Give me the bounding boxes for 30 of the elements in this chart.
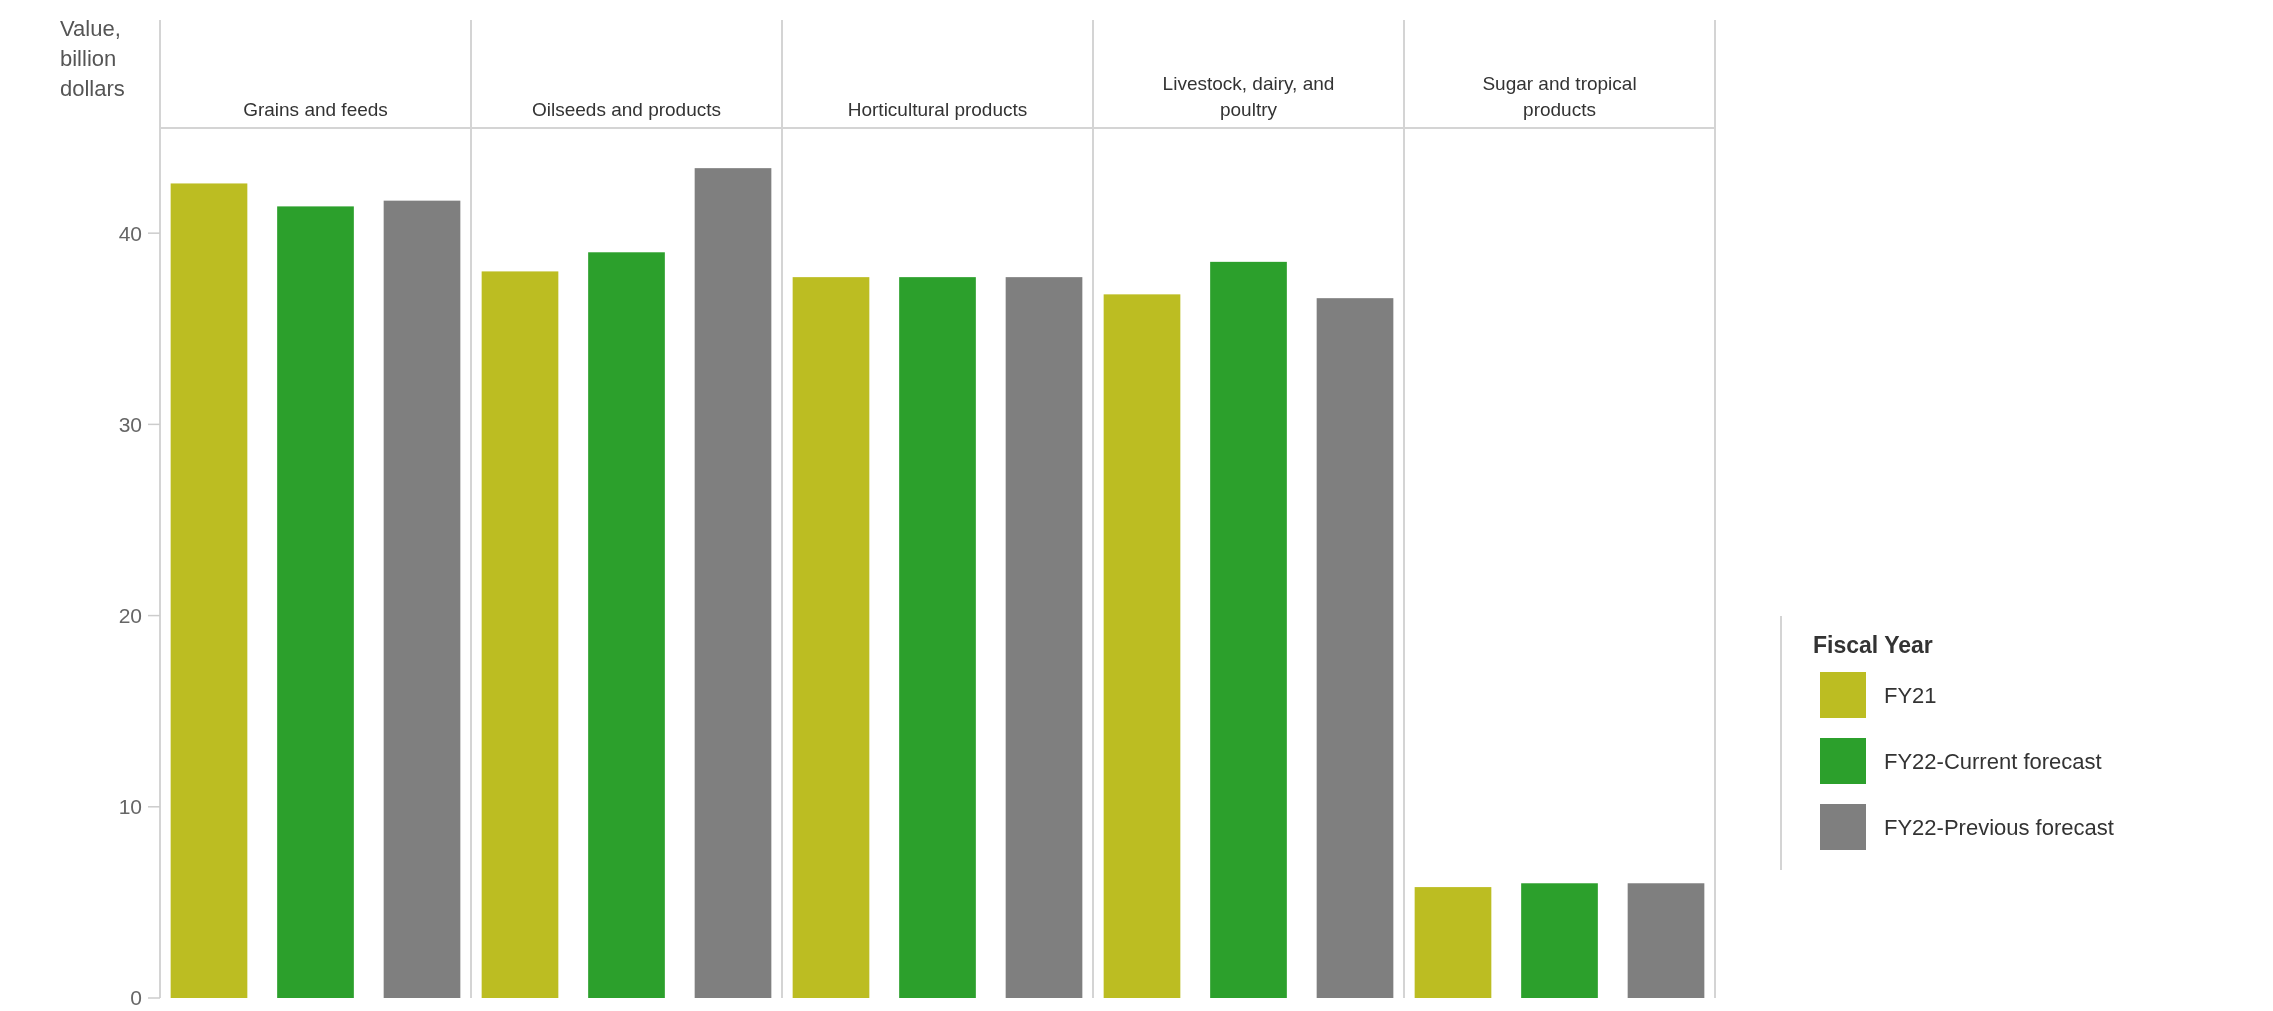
y-tick-label: 20	[118, 603, 142, 627]
bar	[170, 183, 248, 998]
bar	[588, 252, 665, 998]
bar	[1103, 294, 1181, 998]
y-axis-title: Value, billion dollars	[60, 16, 125, 101]
x-tick-label: Sugar and tropical products	[1482, 73, 1637, 120]
y-tick-label: 40	[118, 221, 142, 245]
bar	[694, 168, 772, 998]
y-tick-label: 0	[130, 986, 142, 1010]
bar	[1414, 887, 1492, 998]
bar	[792, 277, 870, 998]
bar	[1210, 261, 1287, 998]
bar	[481, 271, 559, 998]
legend-label: FY22-Previous forecast	[1884, 814, 2114, 840]
x-tick-label: Horticultural products	[847, 99, 1028, 120]
bar	[1521, 883, 1598, 998]
legend-title: Fiscal Year	[1813, 632, 1933, 658]
x-tick-label: Grains and feeds	[243, 99, 388, 120]
legend-label: FY21	[1884, 682, 1937, 708]
legend-label: FY22-Current forecast	[1884, 748, 2102, 774]
y-tick-label: 30	[118, 412, 142, 436]
bar	[899, 277, 976, 998]
bar	[1316, 298, 1394, 998]
bar	[383, 200, 461, 998]
bar	[277, 206, 354, 998]
bar	[1005, 277, 1083, 998]
x-tick-label: Livestock, dairy, and poultry	[1162, 73, 1335, 120]
bar	[1627, 883, 1705, 998]
x-tick-label: Oilseeds and products	[531, 99, 722, 120]
y-tick-label: 10	[118, 795, 142, 819]
